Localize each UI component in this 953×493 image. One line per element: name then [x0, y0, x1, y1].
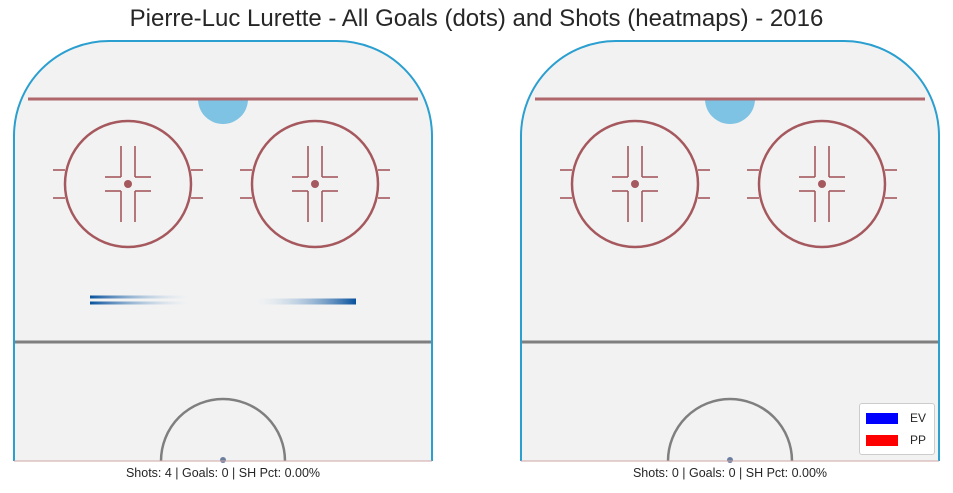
left-faceoff-b-dot	[311, 180, 319, 188]
legend: EV PP	[859, 403, 935, 455]
left-heat-segment-0	[90, 295, 190, 299]
left-panel-caption: Shots: 4 | Goals: 0 | SH Pct: 0.00%	[126, 466, 320, 480]
right-faceoff-b-dot	[818, 180, 826, 188]
right-rink-panel	[520, 40, 940, 463]
left-boards	[13, 40, 433, 461]
right-boards	[520, 40, 940, 461]
left-rink-panel	[13, 40, 433, 463]
left-faceoff-b-circle	[250, 119, 380, 249]
legend-swatch-pp	[866, 434, 898, 446]
legend-item-pp: PP	[866, 431, 926, 449]
right-goal-crease	[705, 99, 755, 124]
legend-label-ev: EV	[910, 411, 927, 425]
right-panel-caption: Shots: 0 | Goals: 0 | SH Pct: 0.00%	[633, 466, 827, 480]
left-heat-segment-1	[90, 301, 190, 305]
right-rink-ice	[521, 41, 939, 461]
left-heat-segment-2	[256, 298, 356, 302]
legend-label-pp: PP	[910, 433, 927, 447]
right-faceoff-a-dot	[631, 180, 639, 188]
legend-item-ev: EV	[866, 409, 926, 427]
right-center-circle	[666, 397, 794, 462]
left-center-dot	[220, 457, 226, 463]
legend-swatch-ev	[866, 412, 898, 424]
left-faceoff-a-dot	[124, 180, 132, 188]
left-goal-crease	[198, 99, 248, 124]
left-heat-segment-3	[256, 301, 356, 305]
chart-title: Pierre-Luc Lurette - All Goals (dots) an…	[129, 5, 824, 32]
left-rink-ice	[14, 41, 432, 461]
right-faceoff-b-circle	[757, 119, 887, 249]
left-faceoff-a-circle	[63, 119, 193, 249]
right-center-dot	[727, 457, 733, 463]
right-faceoff-a-circle	[570, 119, 700, 249]
left-center-circle	[159, 397, 287, 462]
